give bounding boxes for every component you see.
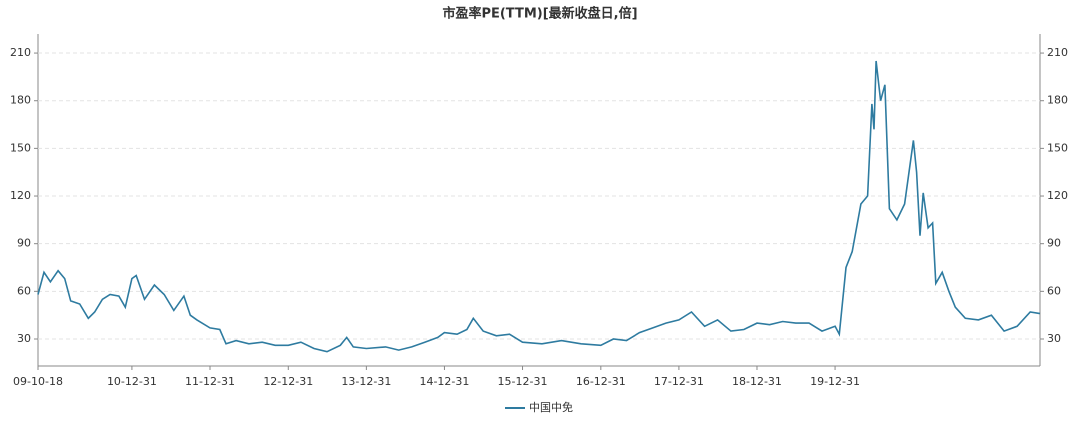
- x-tick-label: 15-12-31: [498, 375, 548, 388]
- x-tick-label: 09-10-18: [13, 375, 63, 388]
- y-tick-label: 60: [17, 284, 31, 297]
- x-tick-label: 13-12-31: [341, 375, 391, 388]
- y2-tick-label: 120: [1047, 189, 1068, 202]
- x-tick-label: 19-12-31: [810, 375, 860, 388]
- y2-tick-label: 150: [1047, 141, 1068, 154]
- x-tick-label: 17-12-31: [654, 375, 704, 388]
- x-tick-label: 14-12-31: [419, 375, 469, 388]
- y-tick-label: 180: [10, 94, 31, 107]
- y-tick-label: 120: [10, 189, 31, 202]
- y-tick-label: 30: [17, 332, 31, 345]
- x-tick-label: 18-12-31: [732, 375, 782, 388]
- legend-label: 中国中免: [529, 400, 573, 414]
- y2-tick-label: 60: [1047, 284, 1061, 297]
- series-line: [37, 60, 1041, 353]
- y2-tick-label: 90: [1047, 237, 1061, 250]
- x-tick-label: 11-12-31: [185, 375, 235, 388]
- y2-tick-label: 30: [1047, 332, 1061, 345]
- x-tick-label: 12-12-31: [263, 375, 313, 388]
- x-tick-label: 16-12-31: [576, 375, 626, 388]
- chart-title: 市盈率PE(TTM)[最新收盘日,倍]: [442, 6, 637, 22]
- y-tick-label: 150: [10, 141, 31, 154]
- y-tick-label: 210: [10, 46, 31, 59]
- y2-tick-label: 180: [1047, 94, 1068, 107]
- x-tick-label: 10-12-31: [107, 375, 157, 388]
- y-tick-label: 90: [17, 237, 31, 250]
- y2-tick-label: 210: [1047, 46, 1068, 59]
